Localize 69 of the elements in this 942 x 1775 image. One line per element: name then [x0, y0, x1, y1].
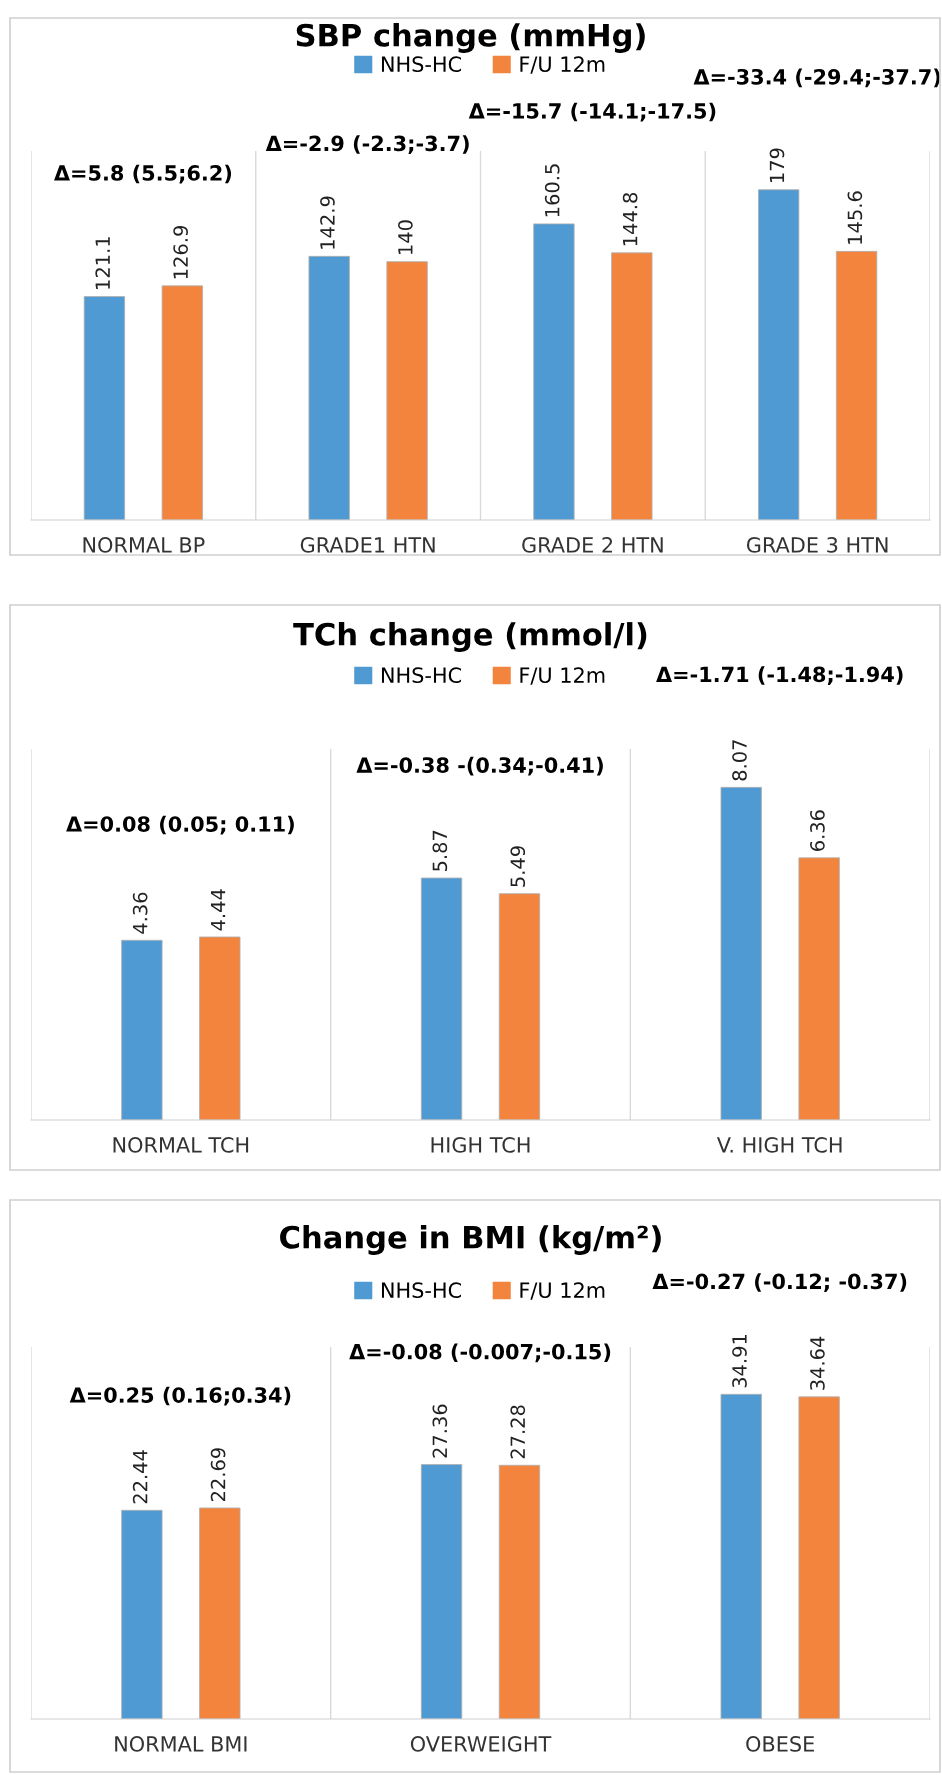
data-label: 126.9 — [173, 226, 188, 279]
x-tick-label: GRADE 3 HTN — [746, 537, 888, 553]
bar — [611, 252, 653, 520]
bar — [199, 936, 241, 1120]
bar — [386, 261, 428, 520]
data-label: 4.44 — [210, 889, 226, 931]
legend-label: NHS-HC — [381, 667, 462, 684]
data-label: 27.28 — [510, 1405, 526, 1459]
data-label: 5.49 — [510, 846, 526, 887]
bar — [533, 223, 575, 520]
data-label: 34.64 — [810, 1336, 825, 1390]
x-tick-label: V. HIGH TCH — [716, 1137, 842, 1153]
chart-title: Change in BMI (kg/m²) — [280, 1225, 661, 1255]
bar — [835, 250, 878, 520]
x-tick-label: OVERWEIGHT — [410, 1736, 552, 1752]
bar — [498, 893, 541, 1120]
data-label: 160.5 — [544, 164, 560, 217]
x-tick-label: NORMAL BMI — [115, 1736, 247, 1752]
bar — [420, 1464, 463, 1719]
chart-title: SBP change (mmHg) — [296, 23, 645, 53]
x-tick-label: HIGH TCH — [431, 1137, 530, 1153]
legend-label: F/U 12m — [520, 56, 605, 74]
bar — [758, 189, 800, 520]
data-label: 179 — [769, 148, 785, 183]
bar — [720, 1393, 762, 1719]
text: Δ=-1.71 (-1.48;-1.94) — [656, 666, 903, 685]
data-label: 4.36 — [132, 892, 148, 934]
x-tick-label: GRADE1 HTN — [300, 537, 435, 553]
bar — [798, 857, 840, 1120]
annotation: Δ=0.25 (0.16;0.34) — [69, 1386, 291, 1406]
data-label: 27.36 — [432, 1404, 448, 1458]
data-label: 121.1 — [95, 237, 110, 289]
bar — [498, 1464, 541, 1719]
bar — [161, 285, 203, 520]
annotation: Δ=-0.08 (-0.007;-0.15) — [349, 1343, 611, 1363]
annotation: Δ=5.8 (5.5;6.2) — [54, 164, 232, 184]
text: Δ=-33.4 (-29.4;-37.7) — [693, 68, 941, 88]
data-label: 144.8 — [622, 192, 638, 246]
annotation: Δ=-0.38 -(0.34;-0.41) — [356, 756, 603, 776]
text: Δ=-15.7 (-14.1;-17.5) — [468, 102, 716, 122]
data-label: 6.36 — [810, 810, 825, 851]
bar — [798, 1396, 840, 1719]
data-label: 5.87 — [432, 830, 448, 871]
bar — [199, 1507, 241, 1719]
data-label: 22.69 — [210, 1448, 226, 1501]
x-tick-label: NORMAL BP — [83, 537, 205, 553]
x-tick-label: OBESE — [746, 1736, 814, 1752]
legend-label: NHS-HC — [381, 56, 462, 73]
data-label: 140 — [398, 220, 413, 255]
data-label: 145.6 — [847, 191, 863, 244]
data-label: 142.9 — [320, 196, 335, 249]
bar — [308, 255, 350, 520]
bar — [420, 877, 463, 1120]
bar — [121, 1509, 163, 1719]
text: Δ=-0.27 (-0.12; -0.37) — [652, 1273, 907, 1292]
data-label: 34.91 — [732, 1334, 747, 1388]
legend-label: NHS-HC — [381, 1282, 462, 1299]
bar — [720, 786, 762, 1120]
chart-title: TCh change (mmol/l) — [293, 622, 647, 652]
legend-label: F/U 12m — [520, 1282, 605, 1300]
bar — [121, 939, 163, 1120]
x-tick-label: NORMAL TCH — [113, 1137, 249, 1153]
data-label: 8.07 — [732, 740, 747, 781]
x-tick-label: GRADE 2 HTN — [522, 537, 663, 553]
data-label: 22.44 — [132, 1450, 148, 1504]
annotation: Δ=-2.9 (-2.3;-3.7) — [265, 135, 469, 154]
bar — [83, 296, 126, 520]
annotation: Δ=0.08 (0.05; 0.11) — [66, 815, 294, 835]
legend-label: F/U 12m — [520, 667, 605, 685]
